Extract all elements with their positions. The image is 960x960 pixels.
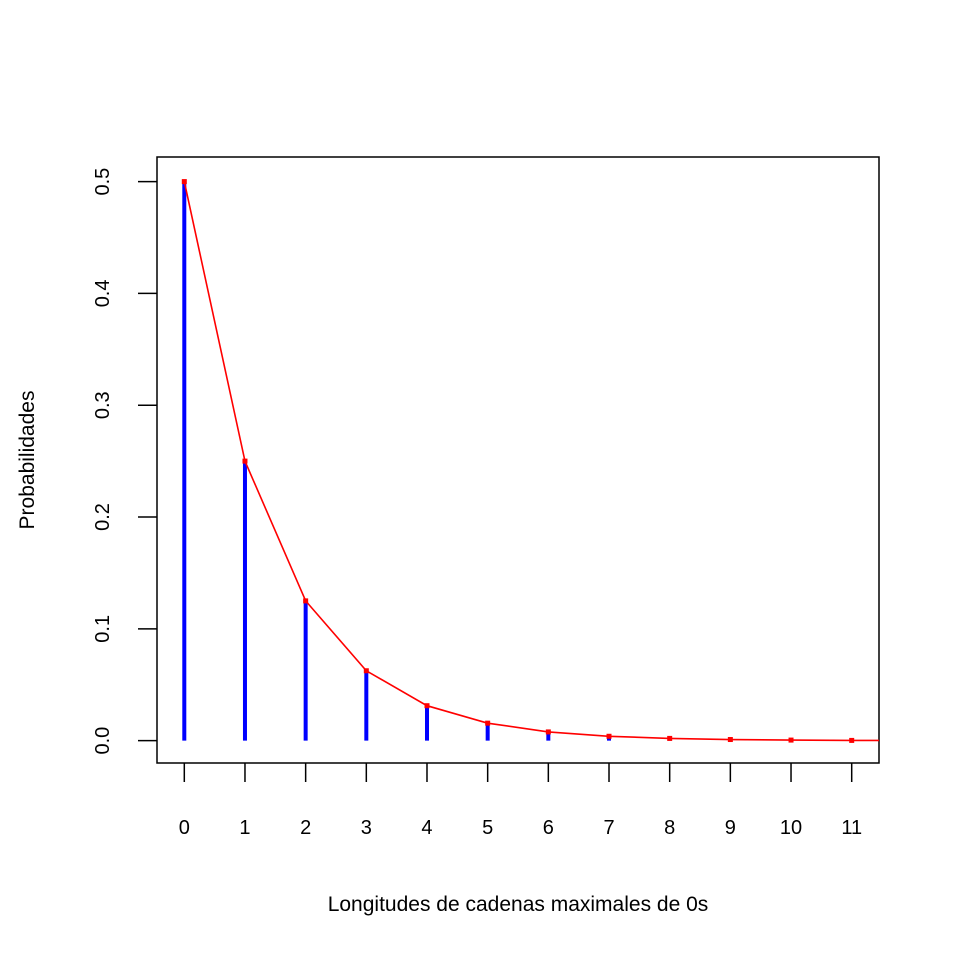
line-point <box>606 733 612 739</box>
line-point <box>485 720 491 726</box>
y-tick-label: 0.4 <box>92 279 114 307</box>
x-tick-label: 7 <box>603 817 614 839</box>
x-tick-label: 10 <box>780 817 802 839</box>
x-tick-label: 11 <box>841 817 862 839</box>
line-point <box>363 668 369 674</box>
x-tick-label: 5 <box>482 817 493 839</box>
x-tick-label: 2 <box>300 817 311 839</box>
y-tick-label: 0.5 <box>92 168 114 196</box>
plot-frame <box>156 156 880 764</box>
line-path <box>183 181 879 742</box>
line-point <box>849 737 855 743</box>
line-point <box>181 179 187 185</box>
bar-series <box>182 181 854 741</box>
x-tick-label: 1 <box>239 817 250 839</box>
line-point <box>303 598 309 604</box>
x-axis: 0 1 2 3 4 5 6 7 8 9 10 11 <box>179 763 862 839</box>
line-point <box>788 737 794 743</box>
line-series <box>181 179 879 743</box>
x-tick-label: 4 <box>421 817 432 839</box>
y-tick-label: 0.3 <box>92 391 114 419</box>
y-tick-label: 0.2 <box>92 503 114 531</box>
line-point <box>667 735 673 741</box>
line-point <box>545 729 551 735</box>
y-tick-label: 0.0 <box>92 727 114 755</box>
y-axis: 0.0 0.1 0.2 0.3 0.4 0.5 <box>92 168 157 755</box>
y-tick-label: 0.1 <box>92 615 114 643</box>
x-tick-label: 8 <box>664 817 675 839</box>
x-tick-label: 3 <box>361 817 372 839</box>
line-point <box>727 737 733 743</box>
line-point <box>242 458 248 464</box>
line-point <box>424 703 430 709</box>
x-tick-label: 6 <box>543 817 554 839</box>
x-axis-title: Longitudes de cadenas maximales de 0s <box>328 893 709 916</box>
x-tick-label: 9 <box>725 817 736 839</box>
y-axis-title: Probabilidades <box>16 391 39 530</box>
x-tick-label: 0 <box>179 817 190 839</box>
